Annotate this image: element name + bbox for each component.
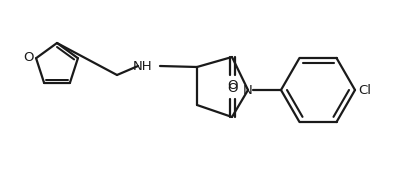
Text: O: O xyxy=(23,51,34,64)
Text: NH: NH xyxy=(133,60,152,73)
Text: Cl: Cl xyxy=(358,83,371,97)
Text: O: O xyxy=(227,79,237,92)
Text: O: O xyxy=(227,82,237,95)
Text: N: N xyxy=(243,83,253,97)
